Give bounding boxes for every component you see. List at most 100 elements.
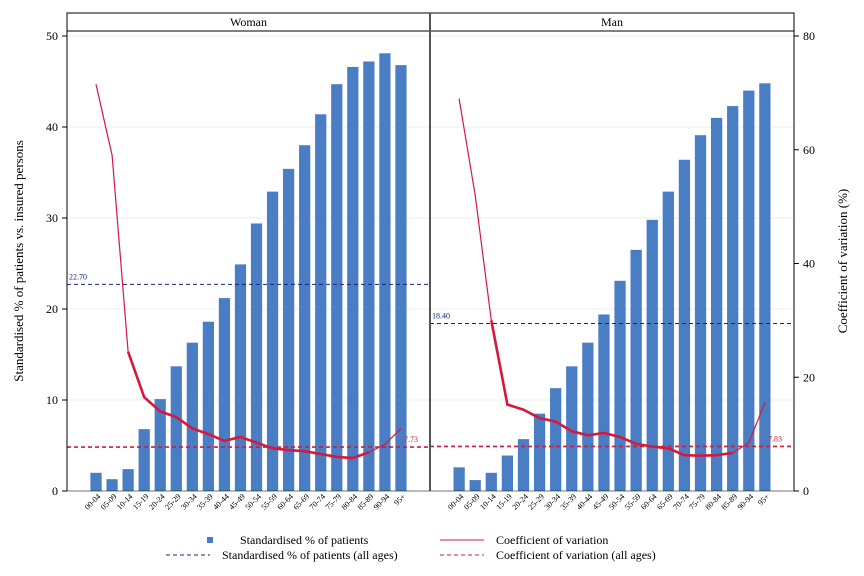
legend-item: Standardised % of patients (all ages)	[166, 548, 398, 562]
bar-man-30-34	[550, 388, 562, 491]
y-tick-label: 20	[46, 302, 58, 316]
x-tick-label: 90-94	[736, 492, 756, 512]
bar-woman-30-34	[186, 342, 198, 491]
x-tick-label: 45-49	[591, 492, 611, 512]
bar-man-85-89	[727, 106, 739, 491]
x-tick-label: 65-69	[655, 492, 675, 512]
bar-woman-00-04	[90, 472, 102, 491]
x-tick-label: 30-34	[179, 492, 199, 512]
bar-man-15-19	[501, 455, 514, 491]
x-tick-label: 85-89	[720, 492, 740, 512]
bar-woman-15-19	[138, 429, 150, 491]
x-tick-label: 95+	[392, 492, 408, 508]
cv-line-man-head	[458, 98, 492, 321]
x-tick-label: 00-04	[83, 492, 103, 512]
bar-man-70-74	[678, 159, 691, 491]
x-tick-label: 80-84	[340, 492, 360, 512]
panel-title-man: Man	[601, 15, 623, 29]
reference-label-woman-1: 7.73	[404, 435, 418, 444]
bar-woman-65-69	[299, 145, 311, 491]
bar-man-80-84	[710, 117, 723, 492]
bar-woman-40-44	[218, 298, 231, 491]
legend-swatch	[207, 537, 213, 543]
x-tick-label: 80-84	[703, 492, 723, 512]
legend-label: Standardised % of patients (all ages)	[222, 548, 398, 562]
bar-man-90-94	[743, 90, 755, 491]
x-tick-label: 40-44	[211, 492, 231, 512]
reference-label-woman-0: 22.70	[69, 272, 87, 281]
reference-label-man-0: 18.40	[432, 312, 450, 321]
legend: Standardised % of patients Coefficient of…	[166, 533, 656, 562]
y2-tick-label: 0	[803, 484, 809, 498]
lines-man: 18.40 7.83	[430, 98, 794, 458]
bar-man-20-24	[517, 439, 530, 491]
legend-label: Coefficient of variation	[496, 533, 608, 547]
x-tick-label: 25-29	[163, 492, 183, 512]
bar-woman-60-64	[283, 168, 295, 492]
bar-woman-05-09	[106, 479, 118, 491]
x-tick-label: 20-24	[510, 492, 530, 512]
y-axis-label: Standardised % of patients vs. insured p…	[11, 140, 26, 382]
y-axis-ticks-right: 0 20 40 60 80	[794, 29, 815, 498]
cv-line-woman-tail	[368, 427, 402, 453]
bar-man-75-79	[694, 135, 707, 491]
y2-tick-label: 40	[803, 257, 815, 271]
x-tick-label: 75-79	[687, 492, 707, 512]
bars-man	[453, 83, 771, 492]
x-tick-label: 70-74	[308, 492, 328, 512]
bar-man-10-14	[485, 472, 497, 491]
bar-woman-20-24	[154, 399, 166, 491]
bar-woman-50-54	[250, 223, 263, 491]
x-tick-label: 05-09	[462, 492, 482, 512]
reference-label-man-1: 7.83	[768, 434, 782, 443]
y2-tick-label: 80	[803, 29, 815, 43]
y-tick-label: 0	[52, 484, 58, 498]
x-tick-label: 35-39	[195, 492, 215, 512]
bar-woman-55-59	[266, 191, 279, 492]
x-tick-label: 85-89	[356, 492, 376, 512]
bar-man-95+	[759, 83, 771, 491]
x-tick-label: 15-19	[131, 492, 151, 512]
cv-line-man	[490, 320, 733, 458]
x-tick-label: 10-14	[115, 492, 135, 512]
cv-line-woman-head	[95, 84, 129, 352]
x-tick-label: 20-24	[147, 492, 167, 512]
x-tick-labels-woman: 00-0405-0910-1415-1920-2425-2930-3435-39…	[83, 492, 408, 512]
x-tick-label: 05-09	[99, 492, 119, 512]
x-tick-label: 10-14	[478, 492, 498, 512]
lines-woman: 22.70 7.73	[67, 84, 430, 460]
y-tick-label: 10	[46, 393, 58, 407]
x-tick-labels-man: 00-0405-0910-1415-1920-2425-2930-3435-39…	[446, 492, 772, 512]
bar-man-60-64	[646, 219, 658, 491]
legend-label: Standardised % of patients	[240, 533, 369, 547]
bar-man-55-59	[630, 249, 642, 491]
legend-item: Standardised % of patients	[207, 533, 369, 547]
x-tick-label: 40-44	[575, 492, 595, 512]
bar-woman-10-14	[122, 469, 134, 491]
bar-man-50-54	[614, 280, 626, 491]
bar-woman-80-84	[347, 66, 359, 491]
x-tick-label: 45-49	[227, 492, 247, 512]
bar-man-25-29	[533, 413, 546, 491]
axes	[66, 13, 795, 492]
bar-man-00-04	[453, 467, 465, 491]
bar-woman-70-74	[315, 114, 327, 491]
y-axis-ticks-left: 0 10 20 30 40 50	[46, 29, 67, 498]
y2-tick-label: 20	[803, 370, 815, 384]
bar-woman-45-49	[234, 264, 247, 491]
x-tick-label: 75-79	[324, 492, 344, 512]
cv-line-woman	[126, 351, 370, 460]
x-tick-label: 95+	[756, 492, 772, 508]
bar-woman-85-89	[363, 61, 375, 491]
bar-woman-35-39	[202, 321, 214, 491]
x-tick-label: 25-29	[526, 492, 546, 512]
bar-man-40-44	[582, 342, 594, 491]
x-tick-label: 35-39	[559, 492, 579, 512]
bar-woman-95+	[395, 65, 407, 492]
legend-item: Coefficient of variation (all ages)	[440, 548, 656, 562]
bar-woman-25-29	[170, 366, 182, 491]
x-tick-label: 55-59	[623, 492, 643, 512]
y-tick-label: 30	[46, 211, 58, 225]
legend-item: Coefficient of variation	[440, 533, 608, 547]
